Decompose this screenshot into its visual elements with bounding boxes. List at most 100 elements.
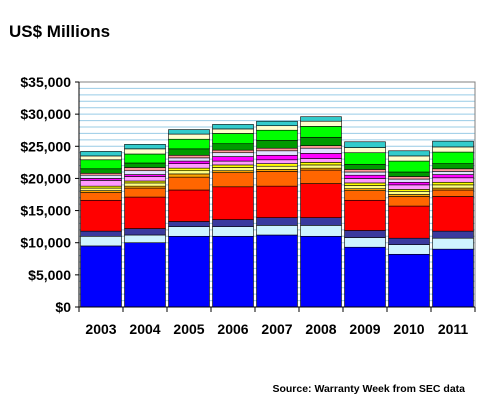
bar-segment (80, 151, 122, 157)
bar-segment (432, 248, 474, 308)
bar-segment (256, 154, 298, 161)
bar-segment (168, 221, 210, 227)
x-tick-label: 2005 (173, 321, 204, 337)
bar-segment (168, 176, 210, 191)
bar-segment (344, 246, 386, 308)
bar-segment (300, 164, 342, 169)
bar-segment (300, 136, 342, 146)
bar-segment (124, 153, 166, 164)
x-tick-label: 2003 (85, 321, 116, 337)
bar-segment (80, 199, 122, 232)
bar-segment (432, 151, 474, 164)
bar-segment (344, 237, 386, 248)
bar-segment (344, 182, 386, 186)
bar-segment (432, 181, 474, 186)
bar-segment (212, 172, 254, 188)
bar-segment (388, 178, 430, 183)
bar-segment (256, 159, 298, 164)
bar-segment (212, 124, 254, 130)
bar-segment (124, 182, 166, 187)
bar-segment (124, 148, 166, 155)
bar-segment (344, 163, 386, 170)
bar-segment (168, 167, 210, 172)
bar-segment (124, 228, 166, 236)
bar-segment (124, 167, 166, 172)
bar-segment (344, 174, 386, 179)
bar-segment (212, 160, 254, 166)
bar-segment (212, 133, 254, 145)
bar-segment (212, 164, 254, 168)
x-tick-label: 2011 (438, 321, 469, 337)
bar-segment (432, 174, 474, 179)
y-tick-label: $10,000 (20, 235, 71, 251)
bar-segment (344, 152, 386, 165)
bar-stack (300, 116, 342, 308)
bar-stack (388, 150, 430, 308)
bars (80, 116, 474, 308)
bar-segment (432, 189, 474, 197)
bar-segment (212, 235, 254, 308)
bar-segment (124, 187, 166, 198)
bar-stack (80, 151, 122, 308)
source-note: Source: Warranty Week from SEC data (272, 383, 465, 395)
bar-segment (300, 225, 342, 237)
bar-segment (300, 153, 342, 159)
bar-segment (212, 219, 254, 227)
bar-segment (124, 162, 166, 168)
bar-segment (168, 173, 210, 178)
bar-segment (168, 138, 210, 150)
bar-segment (256, 120, 298, 127)
bar-segment (388, 171, 430, 177)
bar-segment (300, 145, 342, 149)
bar-segment (124, 170, 166, 175)
bar-segment (256, 225, 298, 236)
bar-segment (212, 167, 254, 172)
y-tick-label: $25,000 (20, 138, 71, 154)
bar-segment (212, 149, 254, 154)
bar-stack (256, 120, 298, 308)
bar-segment (432, 237, 474, 250)
bar-segment (256, 140, 298, 149)
bar-segment (168, 157, 210, 162)
bar-segment (432, 171, 474, 175)
bar-segment (124, 234, 166, 244)
bar-segment (344, 169, 386, 173)
bar-segment (212, 186, 254, 220)
bar-segment (80, 230, 122, 237)
bar-segment (300, 183, 342, 218)
bar-segment (300, 169, 342, 184)
bar-segment (388, 150, 430, 157)
bar-segment (300, 217, 342, 226)
bar-segment (124, 242, 166, 308)
bar-segment (168, 154, 210, 159)
bar-segment (168, 235, 210, 308)
y-tick-label: $0 (55, 299, 71, 315)
bar-segment (212, 226, 254, 237)
bar-segment (212, 143, 254, 151)
bar-segment (168, 163, 210, 169)
bar-segment (256, 125, 298, 131)
bar-segment (388, 181, 430, 186)
bar-segment (124, 144, 166, 150)
x-tick-label: 2004 (129, 321, 160, 337)
bar-segment (256, 234, 298, 308)
bar-segment (80, 245, 122, 308)
bar-segment (388, 184, 430, 190)
bar-segment (432, 168, 474, 172)
bar-segment (432, 196, 474, 232)
bar-segment (124, 176, 166, 182)
bar-segment (344, 147, 386, 154)
bar-segment (344, 190, 386, 201)
y-tick-label: $20,000 (20, 170, 71, 186)
bar-segment (168, 148, 210, 156)
bar-segment (432, 184, 474, 189)
bar-segment (256, 165, 298, 170)
bar-segment (256, 217, 298, 226)
bar-segment (300, 116, 342, 122)
bar-segment (168, 160, 210, 164)
bar-segment (388, 190, 430, 195)
bar-segment (256, 150, 298, 156)
bar-segment (80, 192, 122, 201)
bar-segment (168, 133, 210, 140)
bar-segment (80, 180, 122, 187)
